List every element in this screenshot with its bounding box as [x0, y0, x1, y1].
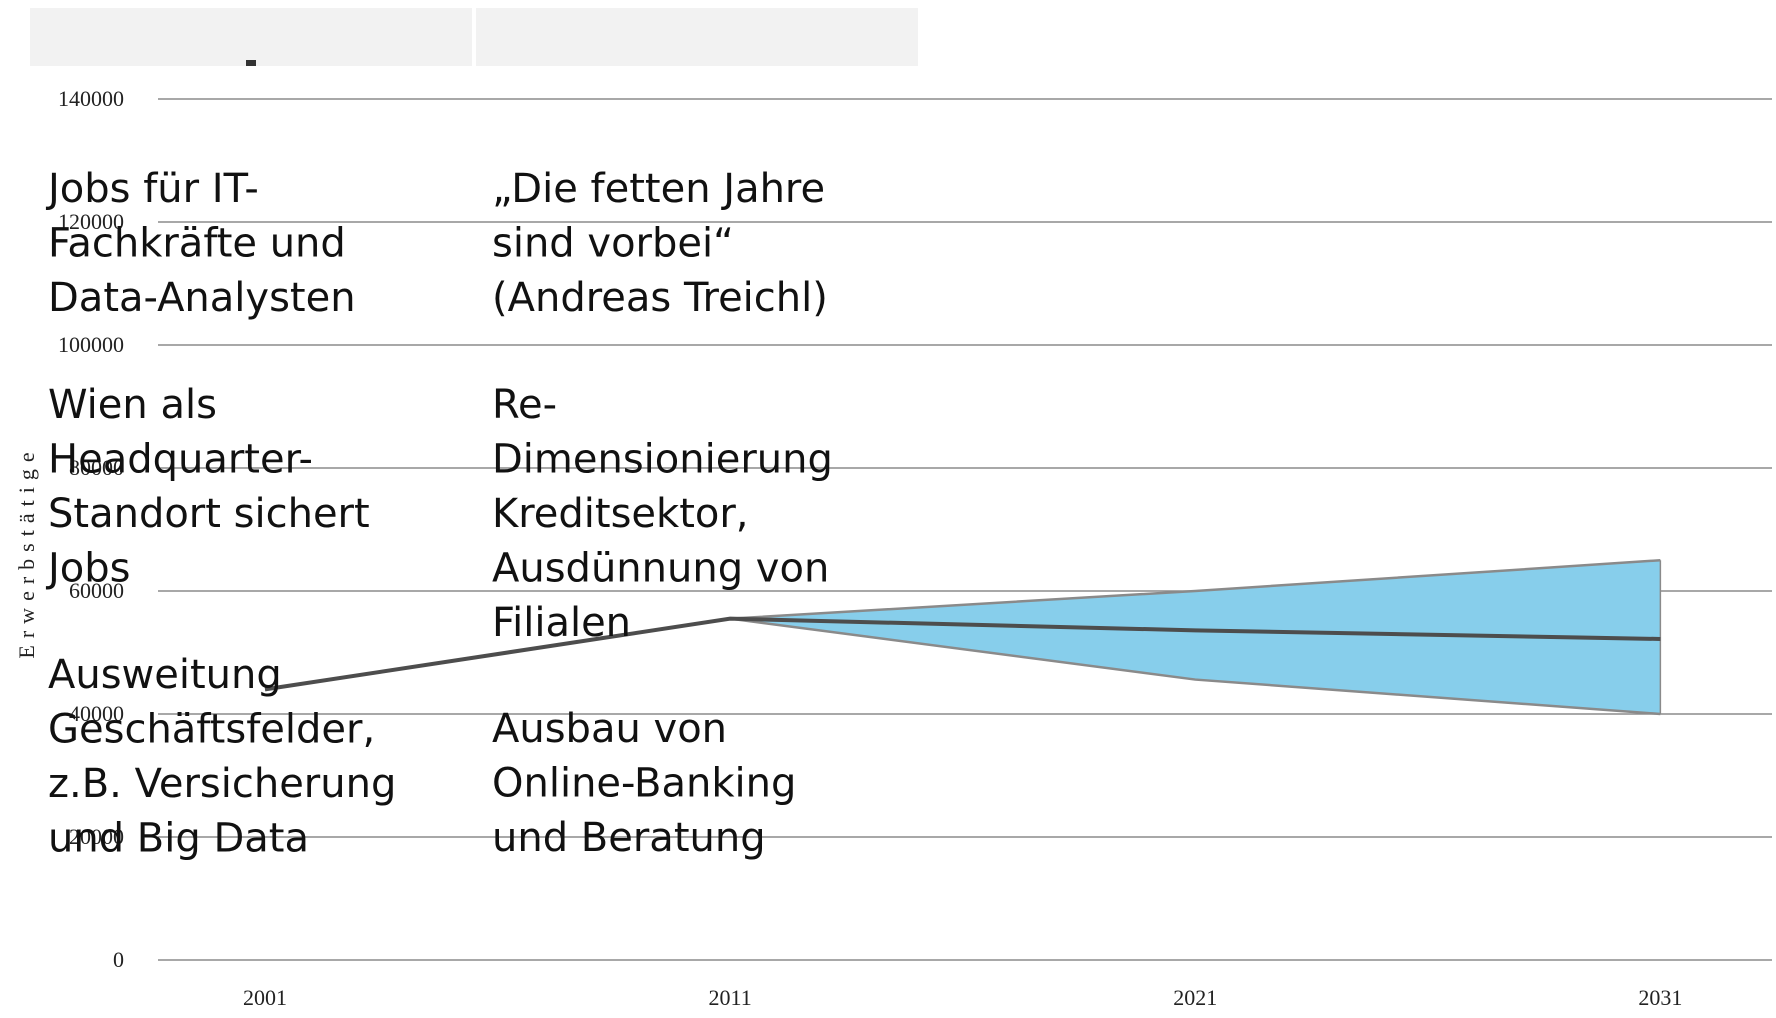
- y-tick-label: 20000: [69, 824, 124, 849]
- annotation-line: Ausweitung: [48, 652, 282, 698]
- y-tick-label: 60000: [69, 578, 124, 603]
- annotation-line: und Big Data: [48, 816, 309, 862]
- y-tick-label: 0: [113, 947, 124, 972]
- annotation-line: Re-: [492, 382, 557, 428]
- annotation-line: Standort sichert: [48, 491, 370, 537]
- annotation-line: Ausbau von: [492, 706, 727, 752]
- annotation-line: sind vorbei“: [492, 221, 734, 267]
- annotation-line: Filialen: [492, 600, 631, 646]
- y-tick-label: 40000: [69, 701, 124, 726]
- annotation-line: Wien als: [48, 382, 217, 428]
- x-tick-label: 2021: [1173, 985, 1217, 1010]
- line: [264, 616, 1661, 692]
- annotation-line: Data-Analysten: [48, 275, 356, 321]
- annotation-line: Jobs für IT-: [45, 166, 259, 212]
- y-axis-label: Erwerbstätige: [14, 445, 39, 658]
- band-upper: [730, 559, 1661, 620]
- annotation-line: und Beratung: [492, 815, 766, 861]
- header-box: [476, 8, 918, 66]
- forecast-band: [730, 560, 1661, 714]
- annotation-line: Fachkräfte und: [48, 221, 346, 267]
- annotation-line: Kreditsektor,: [492, 491, 749, 537]
- annotation-line: Geschäftsfelder,: [48, 707, 375, 753]
- y-tick-label: 80000: [69, 455, 124, 480]
- x-tick-label: 2001: [243, 985, 287, 1010]
- band-lower: [729, 617, 1661, 716]
- y-tick-label: 100000: [58, 332, 124, 357]
- annotation-line: Ausdünnung von: [492, 546, 829, 592]
- y-tick-label: 120000: [58, 209, 124, 234]
- y-tick-label: 140000: [58, 86, 124, 111]
- header-box: [30, 8, 472, 66]
- annotation-line: Online-Banking: [492, 761, 796, 807]
- annotation-line: „Die fetten Jahre: [492, 166, 825, 212]
- annotation-line: Headquarter-: [48, 437, 313, 483]
- annotation-line: Jobs: [45, 546, 131, 592]
- annotation-line: (Andreas Treichl): [492, 275, 828, 321]
- x-tick-label: 2031: [1638, 985, 1682, 1010]
- x-tick-label: 2011: [709, 985, 752, 1010]
- annotation-line: z.B. Versicherung: [48, 761, 396, 807]
- header-mark: [246, 60, 256, 66]
- annotation-line: Dimensionierung: [492, 437, 833, 483]
